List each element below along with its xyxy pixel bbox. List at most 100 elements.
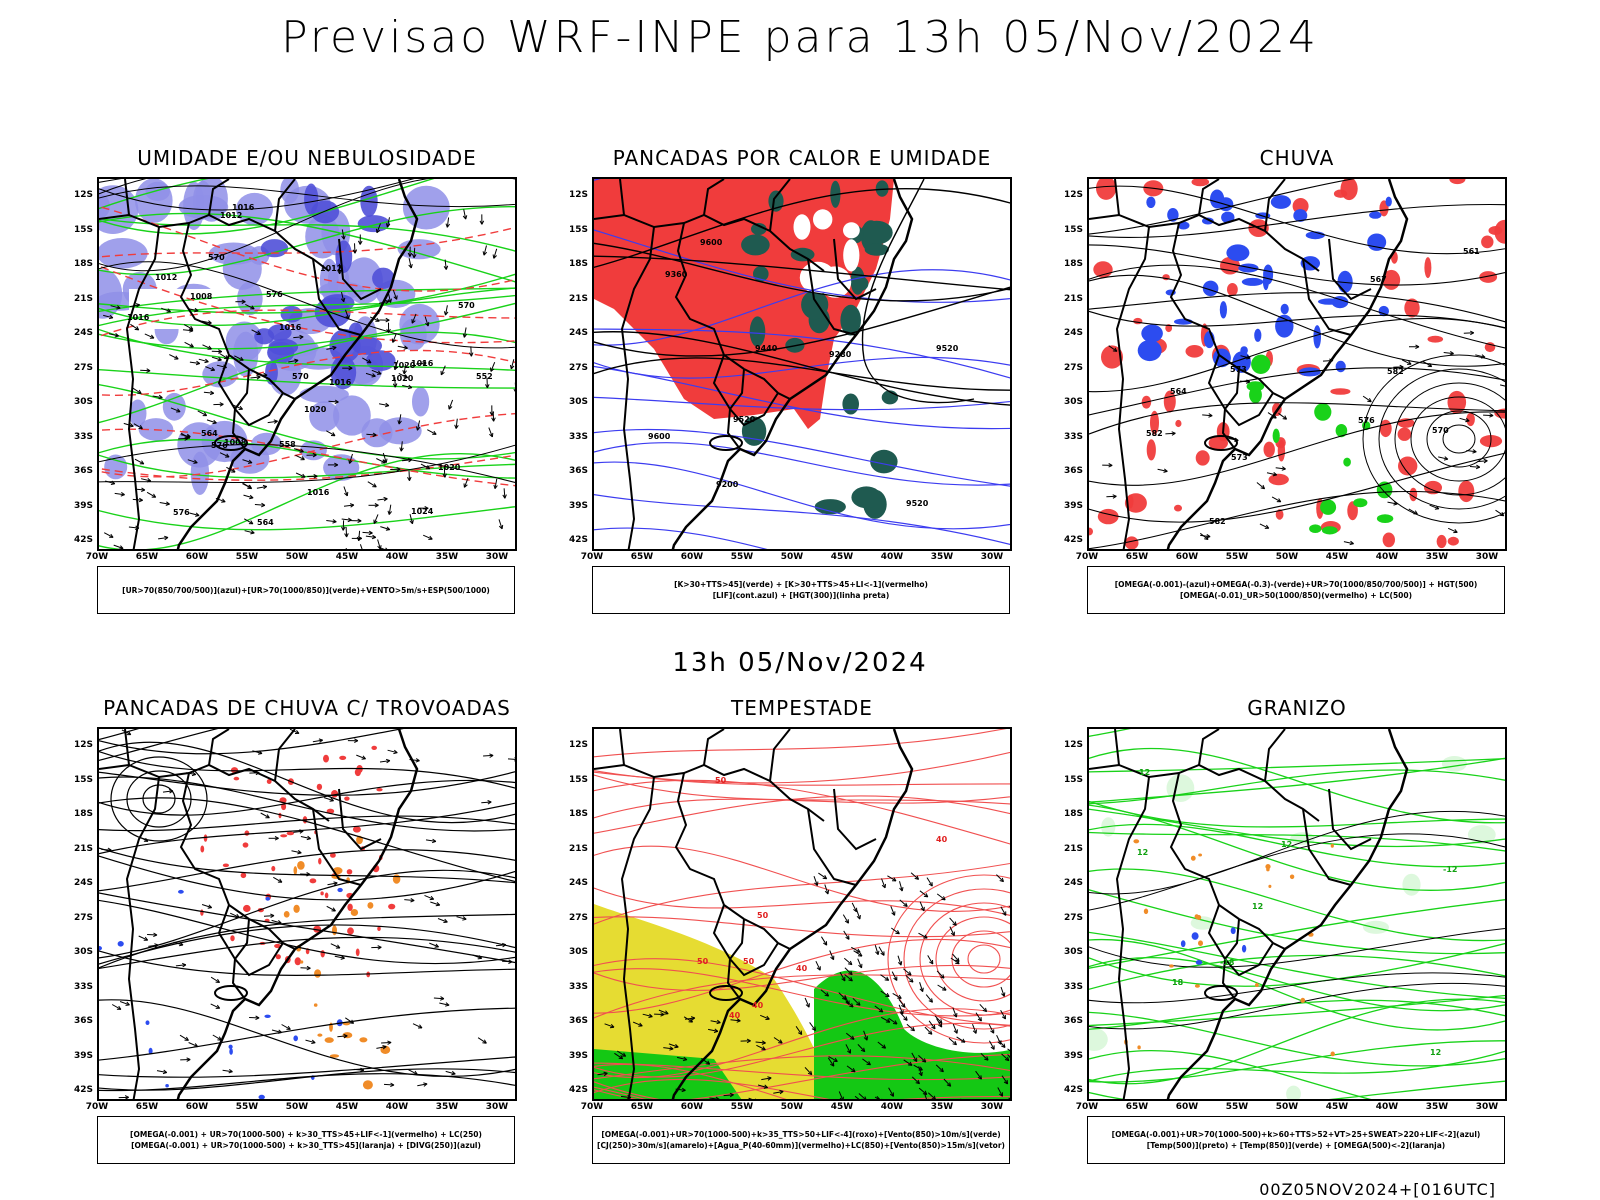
lat-tick-label: 21S <box>1063 843 1083 854</box>
lon-tick-label: 30W <box>485 552 509 562</box>
lat-tick-label: 24S <box>73 328 93 338</box>
legend-line: [OMEGA(-0.001)+UR>70(1000-500)+k>35_TTS>… <box>601 1130 1001 1139</box>
lat-tick-label: 12S <box>73 740 93 750</box>
legend-umidade: [UR>70(850/700/500)](azul)+[UR>70(1000/8… <box>97 566 515 614</box>
lon-tick-label: 30W <box>1475 1102 1499 1112</box>
lat-tick-label: 27S <box>73 362 93 373</box>
map-graphic-pancadas: 9600 9520 9440 9520 9600 9360 9280 9200 9520 <box>594 179 1010 549</box>
contour-label: 573 <box>1231 453 1248 462</box>
middle-date-title: 13h 05/Nov/2024 <box>672 648 928 678</box>
lon-tick-label: 35W <box>1425 552 1449 562</box>
lon-tick-label: 35W <box>930 552 954 562</box>
legend-line: [CJ(250)>30m/s](amarelo)+[Agua_P(40-60mm… <box>597 1141 1005 1150</box>
contour-label: 561 <box>1463 247 1480 256</box>
panel-title-trovoadas: PANCADAS DE CHUVA C/ TROVOADAS <box>103 696 511 720</box>
contour-label: 1016 <box>127 313 150 322</box>
lon-tick-label: 70W <box>580 1102 604 1112</box>
legend-pancadas: [K>30+TTS>45](verde) + [K>30+TTS>45+LI<-… <box>592 566 1010 614</box>
lat-tick-label: 12S <box>1063 740 1083 750</box>
legend-line: [K>30+TTS>45](verde) + [K>30+TTS>45+LI<-… <box>674 580 928 589</box>
lat-tick-label: 36S <box>73 1016 93 1026</box>
lat-tick-label: 12S <box>568 190 588 200</box>
map-graphic-umidade: 1008101210161012100810121016101610201020… <box>99 179 515 549</box>
lon-tick-label: 65W <box>630 1102 654 1112</box>
contour-label: 570 <box>292 372 309 381</box>
legend-trovoadas: [OMEGA(-0.001) + UR>70(1000-500) + k>30_… <box>97 1116 515 1164</box>
contour-label: 9600 <box>700 238 723 247</box>
contour-label: 40 <box>936 835 948 844</box>
lat-tick-label: 36S <box>1063 1016 1083 1026</box>
contour-label: 1012 <box>220 211 242 220</box>
lon-tick-label: 55W <box>730 1102 754 1112</box>
lat-tick-label: 42S <box>568 1085 588 1095</box>
contour-label: 576 <box>266 290 283 299</box>
contour-label: 12 <box>1252 902 1263 911</box>
lon-tick-label: 35W <box>1425 1102 1449 1112</box>
lat-tick-label: 33S <box>568 431 588 442</box>
contour-label: 50 <box>697 957 709 966</box>
lat-tick-label: 42S <box>1063 1085 1083 1095</box>
contour-label: 1012 <box>320 264 342 273</box>
main-title: Previsao WRF-INPE para 13h 05/Nov/2024 <box>281 12 1319 63</box>
lat-tick-label: 21S <box>568 843 588 854</box>
contour-label: 9520 <box>906 499 929 508</box>
run-footer: 00Z05NOV2024+[016UTC] <box>1259 1180 1496 1199</box>
lat-tick-label: 24S <box>1063 878 1083 888</box>
lat-tick-label: 21S <box>1063 293 1083 304</box>
contour-label: -12 <box>1443 865 1457 874</box>
lon-tick-label: 50W <box>285 552 309 562</box>
contour-label: 1016 <box>411 359 434 368</box>
lat-tick-label: 27S <box>73 912 93 923</box>
contour-label: 570 <box>458 301 475 310</box>
contour-label: 1020 <box>438 463 461 472</box>
lon-tick-label: 45W <box>335 552 359 562</box>
legend-line: [LIF](cont.azul) + [HGT(300)](linha pret… <box>712 591 890 600</box>
lon-tick-label: 40W <box>880 552 904 562</box>
lat-tick-label: 39S <box>568 1050 588 1061</box>
map-graphic-chuva: 582 576 573 573 570 567 564 561 582 582 <box>1089 179 1505 549</box>
lon-tick-label: 65W <box>1125 1102 1149 1112</box>
panel-title-tempestade: TEMPESTADE <box>731 696 873 720</box>
contour-label: 573 <box>1230 365 1247 374</box>
lat-tick-label: 12S <box>73 190 93 200</box>
lat-tick-label: 33S <box>1063 981 1083 992</box>
map-pancadas: 9600 9520 9440 9520 9600 9360 9280 9200 9520 <box>592 177 1012 551</box>
lat-tick-label: 24S <box>73 878 93 888</box>
lat-tick-label: 30S <box>1063 947 1083 957</box>
lon-tick-label: 30W <box>1475 552 1499 562</box>
lat-tick-label: 15S <box>73 224 93 235</box>
lon-tick-label: 65W <box>135 1102 159 1112</box>
map-graphic-trovoadas <box>99 729 515 1099</box>
contour-label: 9200 <box>716 480 739 489</box>
lat-tick-label: 30S <box>568 397 588 407</box>
map-graphic-granizo: 12 12 18 -12 -18 12 12 12 <box>1089 729 1505 1099</box>
contour-label: 1016 <box>279 323 302 332</box>
lon-tick-label: 65W <box>1125 552 1149 562</box>
contour-label: 1008 <box>190 292 213 301</box>
lon-tick-label: 40W <box>1375 552 1399 562</box>
lon-tick-label: 55W <box>1225 1102 1249 1112</box>
lat-tick-label: 15S <box>568 774 588 785</box>
lon-tick-label: 45W <box>335 1102 359 1112</box>
lat-tick-label: 30S <box>1063 397 1083 407</box>
lat-tick-label: 39S <box>568 500 588 511</box>
lon-tick-label: 45W <box>830 552 854 562</box>
lat-tick-label: 30S <box>73 397 93 407</box>
lat-tick-label: 18S <box>1063 809 1083 819</box>
lon-tick-label: 55W <box>235 1102 259 1112</box>
lon-tick-label: 45W <box>1325 552 1349 562</box>
lat-tick-label: 21S <box>73 293 93 304</box>
lon-tick-label: 70W <box>580 552 604 562</box>
lat-tick-label: 21S <box>568 293 588 304</box>
lat-tick-label: 36S <box>568 1016 588 1026</box>
lat-tick-label: 33S <box>568 981 588 992</box>
legend-granizo: [OMEGA(-0.001)+UR>70(1000-500)+k>60+TTS>… <box>1087 1116 1505 1164</box>
contour-label: 582 <box>1387 367 1404 376</box>
lon-tick-label: 55W <box>730 552 754 562</box>
contour-label: 570 <box>1432 426 1449 435</box>
lat-tick-label: 27S <box>568 362 588 373</box>
lon-tick-label: 30W <box>485 1102 509 1112</box>
panel-title-chuva: CHUVA <box>1259 146 1335 170</box>
contour-label: 582 <box>1146 429 1163 438</box>
contour-label: 50 <box>743 957 755 966</box>
